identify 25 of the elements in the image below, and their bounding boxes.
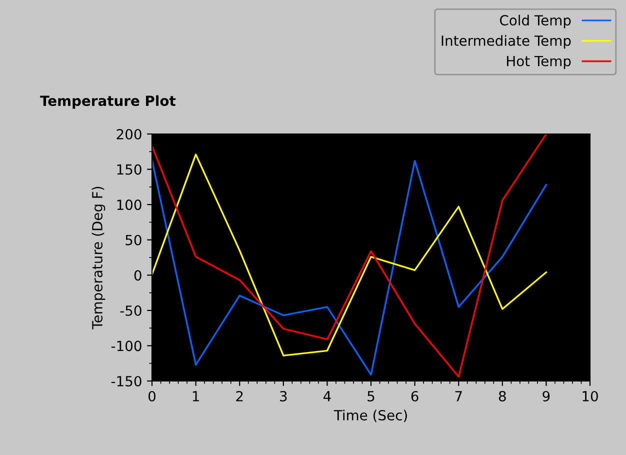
- x-tick-label: 8: [498, 390, 506, 402]
- y-tick-label: -50: [120, 305, 142, 316]
- legend-label: Hot Temp: [507, 56, 571, 69]
- chart-title: Temperature Plot: [40, 95, 176, 109]
- x-tick-label: 10: [582, 390, 598, 402]
- y-tick-label: -100: [111, 340, 142, 352]
- y-tick-label: 150: [117, 164, 142, 175]
- y-tick-label: 100: [117, 200, 142, 210]
- x-tick-label: 3: [280, 390, 287, 402]
- y-tick-label: 200: [116, 128, 142, 140]
- y-axis-title: Temperature (Deg F): [92, 186, 106, 330]
- x-tick-label: 9: [542, 390, 550, 402]
- y-tick-label: 50: [126, 234, 142, 246]
- x-tick-label: 5: [368, 391, 374, 402]
- x-axis-title: Time (Sec): [334, 410, 407, 422]
- x-tick-label: 0: [148, 390, 156, 402]
- x-tick-label: 4: [323, 391, 331, 402]
- legend-label: Cold Temp: [500, 14, 571, 28]
- y-tick-label: 0: [134, 270, 142, 281]
- x-tick-label: 6: [411, 390, 418, 402]
- y-tick-label: -150: [111, 376, 142, 386]
- x-tick-label: 1: [192, 391, 199, 402]
- x-tick-label: 2: [236, 390, 243, 402]
- legend-label: Intermediate Temp: [442, 35, 571, 49]
- x-tick-label: 7: [455, 391, 462, 402]
